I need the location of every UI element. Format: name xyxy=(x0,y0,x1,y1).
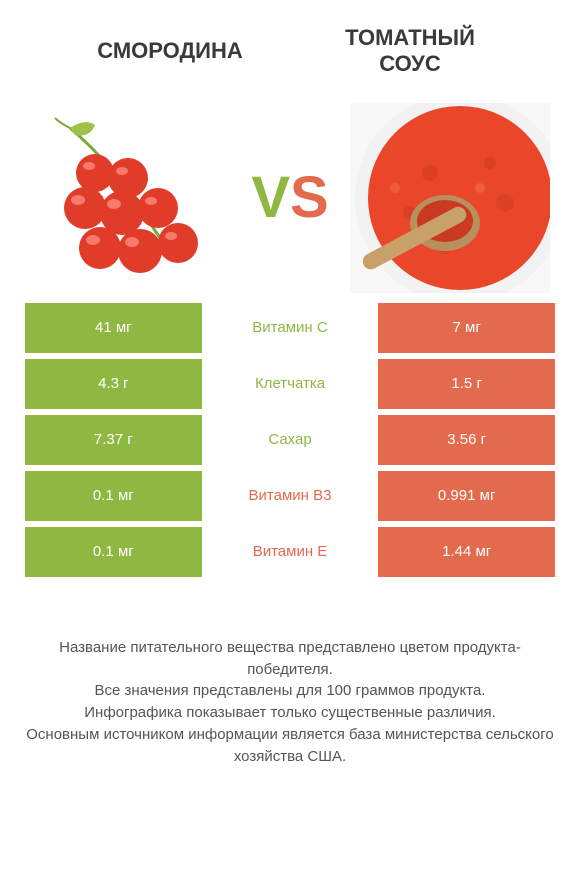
nutrient-label: Сахар xyxy=(202,415,379,465)
right-value: 1.44 мг xyxy=(378,527,555,577)
nutrient-label: Витамин C xyxy=(202,303,379,353)
footer-line: Название питательного вещества представл… xyxy=(25,637,555,681)
table-row: 41 мг Витамин C 7 мг xyxy=(25,303,555,353)
nutrient-label: Витамин E xyxy=(202,527,379,577)
currant-icon xyxy=(40,113,220,283)
right-food-title: ТОМАТНЫЙ СОУС xyxy=(290,25,530,78)
sauce-icon xyxy=(350,103,550,293)
footer-line: Основным источником информации является … xyxy=(25,724,555,768)
table-row: 0.1 мг Витамин E 1.44 мг xyxy=(25,527,555,577)
footer-line: Инфографика показывает только существенн… xyxy=(25,702,555,724)
currant-image xyxy=(30,103,230,293)
vs-s: S xyxy=(290,165,329,230)
images-row: VS xyxy=(0,103,580,293)
footer-note: Название питательного вещества представл… xyxy=(0,637,580,768)
right-value: 0.991 мг xyxy=(378,471,555,521)
footer-line: Все значения представлены для 100 граммо… xyxy=(25,680,555,702)
right-value: 3.56 г xyxy=(378,415,555,465)
comparison-table: 41 мг Витамин C 7 мг 4.3 г Клетчатка 1.5… xyxy=(25,303,555,577)
vs-v: V xyxy=(251,165,290,230)
left-value: 0.1 мг xyxy=(25,527,202,577)
vs-label: VS xyxy=(251,164,328,231)
left-value: 4.3 г xyxy=(25,359,202,409)
right-value: 7 мг xyxy=(378,303,555,353)
table-row: 0.1 мг Витамин B3 0.991 мг xyxy=(25,471,555,521)
left-value: 7.37 г xyxy=(25,415,202,465)
tomato-sauce-image xyxy=(350,103,550,293)
left-value: 0.1 мг xyxy=(25,471,202,521)
nutrient-label: Клетчатка xyxy=(202,359,379,409)
left-food-title: СМОРОДИНА xyxy=(50,38,290,64)
nutrient-label: Витамин B3 xyxy=(202,471,379,521)
right-value: 1.5 г xyxy=(378,359,555,409)
table-row: 7.37 г Сахар 3.56 г xyxy=(25,415,555,465)
left-value: 41 мг xyxy=(25,303,202,353)
table-row: 4.3 г Клетчатка 1.5 г xyxy=(25,359,555,409)
header: СМОРОДИНА ТОМАТНЫЙ СОУС xyxy=(0,0,580,93)
